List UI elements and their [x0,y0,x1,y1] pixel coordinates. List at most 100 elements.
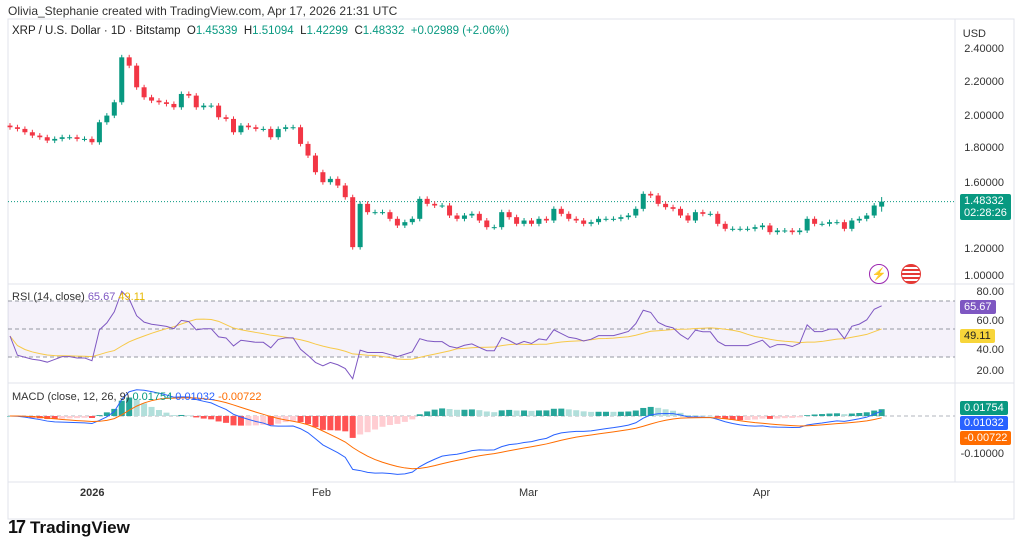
macd-histogram-bar [178,414,185,416]
logo-text: TradingView [30,517,130,537]
low-label: L [300,25,307,37]
macd-histogram-bar [819,414,826,416]
macd-histogram-bar [744,416,751,421]
macd-histogram-bar [863,412,870,416]
candle-body [610,218,616,220]
candle-body [812,218,818,224]
macd-histogram-bar [193,416,200,418]
candle-body [409,218,415,223]
macd-histogram-bar [677,412,684,416]
macd-histogram-bar [148,406,155,416]
macd-histogram-bar [409,416,416,420]
macd-histogram-bar [610,411,617,416]
macd-title[interactable]: MACD (close, 12, 26, 9) [12,391,130,403]
candle-body [789,230,795,233]
candle-body [298,127,304,144]
candle-body [752,227,758,229]
macd-histogram-bar [573,410,580,416]
rsi-value: 65.67 [87,291,116,303]
tradingview-logo[interactable]: 17 TradingView [8,517,130,538]
candle-body [208,105,214,107]
candle-body [245,125,251,128]
macd-histogram-bar [327,416,334,431]
us-flag-icon[interactable] [901,264,921,284]
candle-body [730,228,736,230]
time-label: Mar [519,487,538,499]
candle-body [484,220,490,228]
macd-histogram-bar [252,416,259,426]
candle-body [849,220,855,229]
macd-histogram-bar [878,409,885,416]
chart-frame [7,18,1015,520]
candle-body [327,178,333,183]
candle-body [625,215,631,218]
candle-body [335,178,341,186]
symbol-name[interactable]: XRP / U.S. Dollar · 1D · Bitstamp [12,25,181,37]
macd-histogram-bar [595,411,602,416]
candle-body [59,137,65,139]
macd-histogram-bar [185,415,192,416]
candle-body [536,218,542,224]
candle-body [633,208,639,216]
candle-body [722,223,728,229]
candle-body [178,93,184,108]
candle-body [283,127,289,129]
macd-histogram-bar [804,415,811,416]
high-value: 1.51094 [252,25,294,37]
macd-signal-line [9,397,882,470]
open-label: O [186,25,196,37]
candle-body [521,220,527,224]
candle-body [171,103,177,108]
candle-body [670,207,676,209]
macd-histogram-bar [431,409,438,416]
macd-histogram-bar [51,416,58,420]
bar-countdown: 02:28:26 [964,207,1007,219]
macd-histogram-bar [580,411,587,416]
macd-histogram-bar [66,416,73,419]
macd-line-value: 0.01032 [175,391,216,403]
candle-body [156,100,162,103]
candle-body [439,205,445,207]
candle-body [104,115,110,123]
macd-histogram-bar [491,412,498,416]
macd-histogram-bar [833,413,840,416]
candle-body [186,93,192,96]
macd-histogram-bar [386,416,393,425]
macd-histogram-bar [722,416,729,420]
macd-histogram-bar [759,416,766,419]
rsi-tick: 80.00 [976,286,1004,298]
macd-histogram-bar [513,410,520,416]
candle-body [715,213,721,224]
candle-body [342,185,348,198]
price-tick: 2.40000 [964,43,1004,55]
macd-histogram-bar [699,415,706,417]
candle-body [447,205,453,216]
macd-histogram-bar [334,416,341,431]
macd-histogram-bar [826,413,833,416]
macd-histogram-bar [111,408,118,416]
macd-histogram-bar [379,416,386,427]
macd-histogram-bar [841,414,848,416]
candle-body [37,135,43,138]
candle-body [193,95,199,108]
candle-body [514,217,520,224]
candle-body [737,228,743,230]
lightning-events-icon[interactable]: ⚡ [869,264,889,284]
candle-body [588,222,594,224]
macd-histogram-bar [237,416,244,426]
macd-hist-value: 0.01754 [132,391,173,403]
candle-body [678,208,683,216]
macd-histogram-bar [483,411,490,416]
candle-body [290,127,296,129]
symbol-legend: XRP / U.S. Dollar · 1D · Bitstamp O1.453… [12,25,509,37]
candle-body [216,105,222,118]
rsi-title[interactable]: RSI (14, close) [12,291,85,303]
candle-body [499,212,505,228]
price-tick: 1.20000 [964,243,1004,255]
candle-body [141,87,147,98]
macd-histogram-bar [684,414,691,416]
candle-body [74,137,80,139]
candle-body [640,193,646,209]
